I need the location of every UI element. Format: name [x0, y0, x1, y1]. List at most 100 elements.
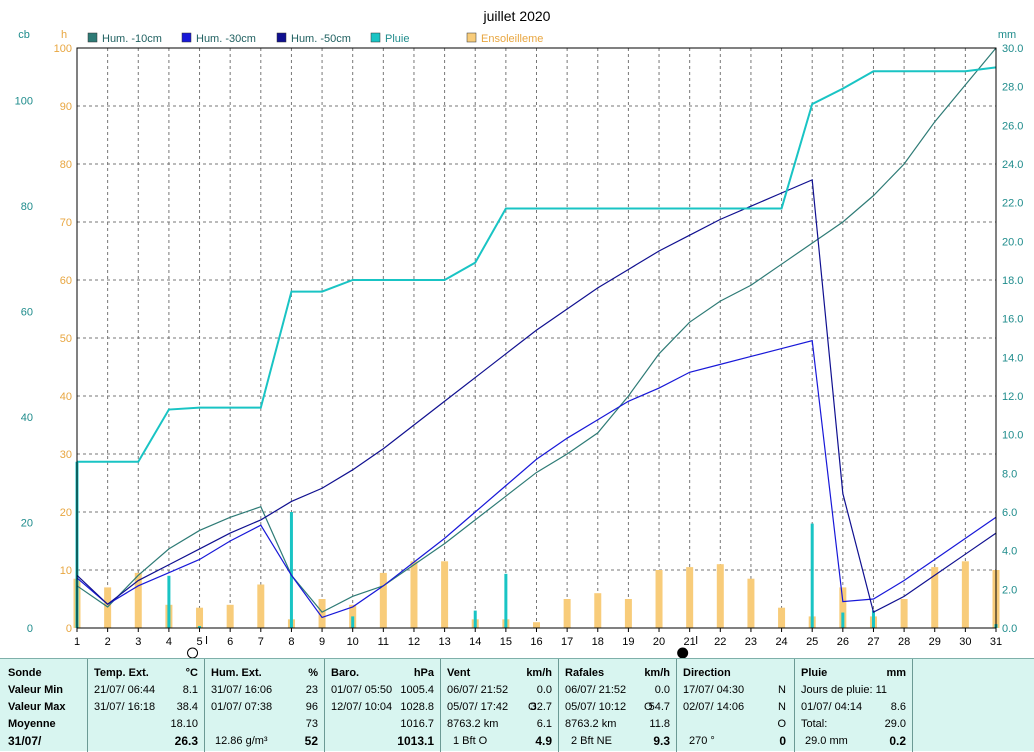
axes: 0 20 40 60 80 100 0 10 20 30 40 50 60 70 80 90 100 0.0 2.0… — [15, 43, 1023, 658]
right-tick-label: 28.0 — [1002, 82, 1023, 94]
x-tick-label: 20 — [653, 636, 665, 648]
baro-avg: 1016.7 — [400, 718, 434, 730]
left-tick-label: 100 — [15, 96, 33, 108]
x-tick-label: 2 — [105, 636, 111, 648]
x-tick-label: 15 — [500, 636, 512, 648]
right-tick-label: 0.0 — [1002, 623, 1017, 635]
sunshine-bar — [410, 561, 418, 628]
sunshine-bar — [104, 587, 112, 628]
label-date: 31/07/ — [8, 734, 42, 748]
x-tick-label: 11 — [378, 636, 389, 648]
direction-title: Direction — [683, 667, 731, 679]
sunshine-bar — [379, 572, 387, 628]
mid-tick-label: 0 — [66, 623, 72, 635]
hum-min: 23 — [305, 684, 318, 696]
rain-bar — [504, 573, 508, 628]
hum-unit: % — [308, 667, 318, 679]
rafales-max-dt: 05/07/ 10:12 — [565, 701, 627, 713]
x-tick-label: 3 — [135, 636, 141, 648]
right-tick-label: 4.0 — [1002, 546, 1017, 558]
rafales-max: 54.7 — [648, 701, 670, 713]
rafales-current: 9.3 — [653, 734, 670, 748]
baro-max: 1028.8 — [400, 701, 434, 713]
x-tick-label: 22 — [714, 636, 726, 648]
x-tick-label: 21 — [684, 636, 696, 648]
mid-tick-label: 40 — [60, 391, 72, 403]
x-tick-label: 24 — [775, 636, 787, 648]
left-tick-label: 80 — [21, 201, 33, 213]
rafales-title: Rafales — [565, 667, 605, 679]
legend-swatch — [181, 32, 192, 43]
x-tick-label: 5 — [196, 636, 202, 648]
stats-vent: Vent km/h 06/07/ 21:52 0.0 05/07/ 17:42 O 32… — [441, 659, 559, 752]
direction-degrees: 270 ° — [689, 735, 715, 747]
right-tick-label: 18.0 — [1002, 275, 1023, 287]
sunshine-bar — [655, 570, 663, 628]
x-tick-label: 13 — [438, 636, 450, 648]
x-tick-label: 14 — [469, 636, 481, 648]
sunshine-bar — [716, 564, 724, 628]
stats-rafales: Rafales km/h 06/07/ 21:52 0.0 05/07/ 10:12… — [559, 659, 677, 752]
temp-min: 8.1 — [182, 684, 198, 696]
temp-title: Temp. Ext. — [94, 667, 149, 679]
vent-beaufort: 1 Bft O — [453, 735, 488, 747]
mid-tick-label: 100 — [54, 43, 72, 55]
mid-tick-label: 20 — [60, 507, 72, 519]
pluie-max-dt: 01/07/ 04:14 — [801, 701, 863, 713]
hum-current: 52 — [304, 734, 318, 748]
pluie-month: 29.0 mm — [805, 735, 848, 747]
x-tick-label: 12 — [408, 636, 420, 648]
left-tick-label: 40 — [21, 412, 33, 424]
x-tick-label: 17 — [561, 636, 573, 648]
temp-current: 26.3 — [174, 734, 198, 748]
right-tick-label: 22.0 — [1002, 198, 1023, 210]
left-axis-unit: cb — [18, 29, 30, 41]
x-tick-label: 9 — [319, 636, 325, 648]
x-tick-label: 27 — [867, 636, 879, 648]
sunshine-bar — [196, 607, 204, 628]
x-tick-label: 1 — [74, 636, 80, 648]
right-tick-label: 8.0 — [1002, 468, 1017, 480]
stats-panel: Sonde Valeur Min Valeur Max Moyenne 31/0… — [0, 658, 1034, 752]
hum-50cm-line — [76, 178, 997, 614]
left-tick-label: 60 — [21, 307, 33, 319]
vent-title: Vent — [447, 667, 471, 679]
sunshine-bar — [441, 561, 449, 628]
sunshine-bar — [134, 572, 142, 628]
mid-tick-label: 50 — [60, 333, 72, 345]
legend-swatch — [466, 32, 477, 43]
vent-min: 0.0 — [536, 684, 552, 696]
x-tick-label: 28 — [898, 636, 910, 648]
vent-distance: 8763.2 km — [447, 718, 499, 730]
right-tick-label: 24.0 — [1002, 159, 1023, 171]
direction-max-dt: 02/07/ 14:06 — [683, 701, 745, 713]
right-axis-unit: mm — [998, 29, 1016, 41]
legend-swatch — [370, 32, 381, 43]
stats-baro: Baro. hPa 01/07/ 05:50 1005.4 12/07/ 10:04… — [325, 659, 441, 752]
rain-bar — [351, 616, 355, 628]
sunshine-bar — [747, 578, 755, 628]
x-tick-label: 4 — [166, 636, 172, 648]
right-tick-label: 10.0 — [1002, 430, 1023, 442]
rafales-avg: 11.8 — [649, 718, 670, 730]
sunshine-bar — [226, 604, 234, 628]
rain-bar — [198, 626, 202, 628]
x-tick-label: 8 — [288, 636, 294, 648]
rafales-min: 0.0 — [654, 684, 670, 696]
pluie-current: 0.2 — [889, 734, 906, 748]
stats-hum: Hum. Ext.% 31/07/ 16:06 23 01/07/ 07:38 96… — [205, 659, 325, 752]
x-tick-label: 16 — [530, 636, 542, 648]
right-tick-label: 26.0 — [1002, 120, 1023, 132]
pluie-total-label: Total: — [801, 718, 828, 730]
right-tick-label: 14.0 — [1002, 352, 1023, 364]
x-tick-label: 30 — [959, 636, 971, 648]
label-avg: Moyenne — [8, 718, 56, 730]
left-tick-label: 20 — [21, 518, 33, 530]
legend-label: Pluie — [385, 33, 409, 45]
pluie-title: Pluie — [801, 667, 828, 679]
mid-tick-label: 70 — [60, 217, 72, 229]
mid-tick-label: 10 — [60, 565, 72, 577]
sunshine-bar — [961, 561, 969, 628]
mid-tick-label: 30 — [60, 449, 72, 461]
sunshine-bar — [563, 599, 571, 628]
